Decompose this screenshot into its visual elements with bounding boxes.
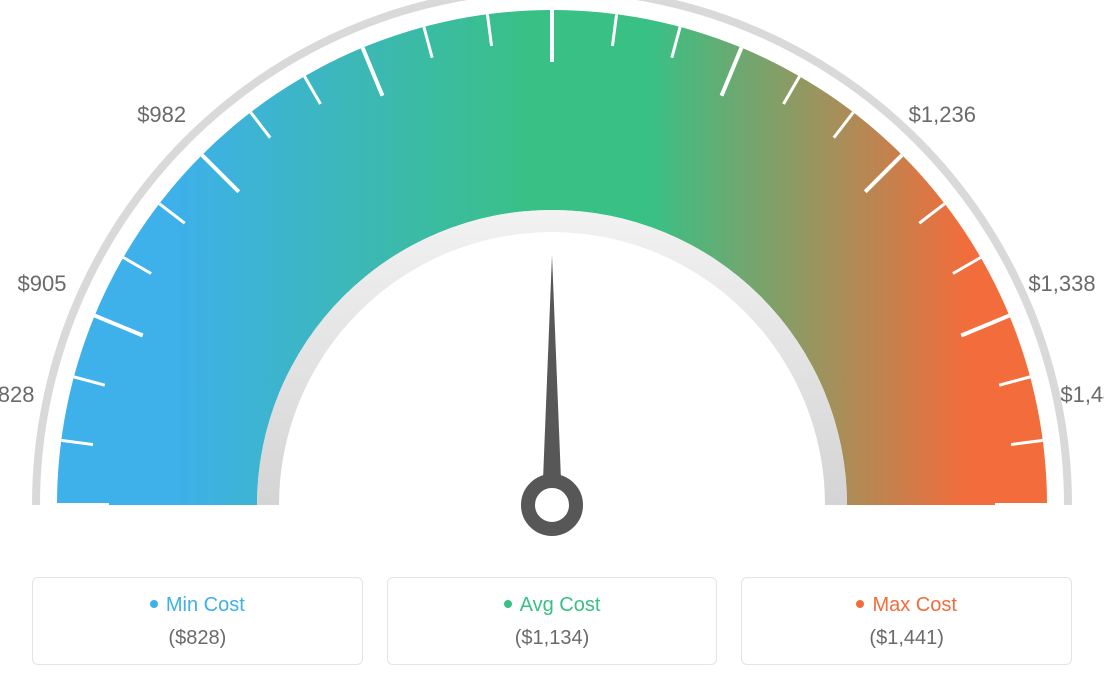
gauge-tick-label: $905 [18, 271, 67, 297]
dot-icon [504, 600, 512, 608]
gauge-tick-label: $1,441 [1060, 382, 1104, 408]
gauge-tick-label: $1,338 [1028, 271, 1095, 297]
gauge-tick-label: $982 [137, 102, 186, 128]
legend-value-min: ($828) [33, 627, 362, 650]
legend-title-avg: Avg Cost [388, 594, 717, 617]
gauge-tick-label: $828 [0, 382, 34, 408]
legend-title-min: Min Cost [33, 594, 362, 617]
legend-value-max: ($1,441) [742, 627, 1071, 650]
legend-label-min: Min Cost [166, 594, 245, 616]
legend-row: Min Cost ($828) Avg Cost ($1,134) Max Co… [0, 577, 1104, 665]
gauge-svg [0, 0, 1104, 555]
cost-gauge: $828$905$982$1,134$1,236$1,338$1,441 [0, 0, 1104, 555]
dot-icon [856, 600, 864, 608]
legend-value-avg: ($1,134) [388, 627, 717, 650]
legend-card-min: Min Cost ($828) [32, 577, 363, 665]
legend-card-max: Max Cost ($1,441) [741, 577, 1072, 665]
dot-icon [150, 600, 158, 608]
legend-label-max: Max Cost [872, 594, 956, 616]
legend-title-max: Max Cost [742, 594, 1071, 617]
legend-card-avg: Avg Cost ($1,134) [387, 577, 718, 665]
gauge-tick-label: $1,236 [909, 102, 976, 128]
legend-label-avg: Avg Cost [520, 594, 601, 616]
